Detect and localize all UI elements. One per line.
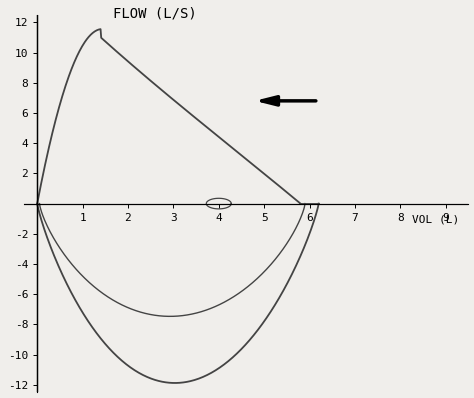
Text: FLOW (L/S): FLOW (L/S) — [112, 7, 196, 21]
Text: VOL (L): VOL (L) — [412, 214, 459, 224]
